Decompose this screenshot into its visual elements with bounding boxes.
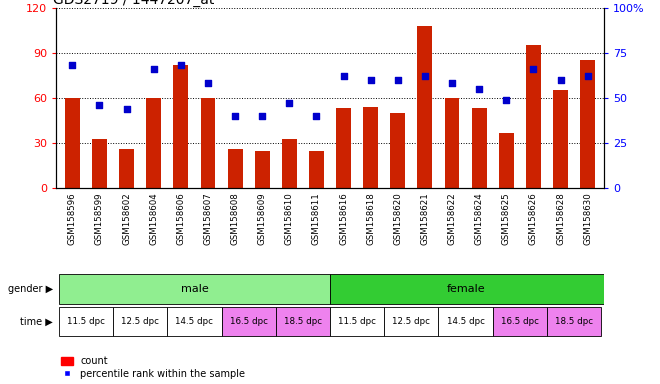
Bar (526, 45, 541, 188)
Bar (276, 307, 330, 336)
Text: GSM158630: GSM158630 (583, 192, 592, 245)
Point (311, 113, 321, 119)
Text: GSM158620: GSM158620 (393, 192, 403, 245)
Bar (113, 307, 167, 336)
Bar (228, 149, 242, 188)
Text: GSM158625: GSM158625 (502, 192, 511, 245)
Point (447, 80, 457, 86)
Text: GSM158628: GSM158628 (556, 192, 565, 245)
Text: GSM158624: GSM158624 (475, 192, 484, 245)
Text: 12.5 dpc: 12.5 dpc (121, 317, 159, 326)
Text: 18.5 dpc: 18.5 dpc (555, 317, 593, 326)
Bar (92, 139, 107, 188)
Text: GSM158599: GSM158599 (95, 192, 104, 245)
Text: GSM158608: GSM158608 (230, 192, 240, 245)
Bar (201, 98, 215, 188)
Point (67, 62, 78, 68)
Bar (59, 307, 113, 336)
Bar (255, 151, 270, 188)
Point (257, 113, 267, 119)
Text: GSM158607: GSM158607 (203, 192, 213, 245)
Point (284, 100, 294, 106)
Bar (472, 108, 486, 188)
Bar (418, 26, 432, 188)
Text: time ▶: time ▶ (20, 316, 53, 327)
Bar (499, 132, 513, 188)
Text: GSM158626: GSM158626 (529, 192, 538, 245)
Bar (390, 113, 405, 188)
Text: GSM158611: GSM158611 (312, 192, 321, 245)
Bar (445, 98, 459, 188)
Bar (363, 107, 378, 188)
Point (203, 80, 213, 86)
Bar (147, 98, 161, 188)
Bar (65, 98, 80, 188)
Bar (174, 65, 188, 188)
Text: GSM158616: GSM158616 (339, 192, 348, 245)
Point (339, 73, 349, 79)
Point (420, 73, 430, 79)
Text: GDS2719 / 1447207_at: GDS2719 / 1447207_at (53, 0, 214, 7)
Bar (282, 139, 297, 188)
Text: male: male (181, 284, 209, 294)
Bar (438, 307, 493, 336)
Text: GSM158604: GSM158604 (149, 192, 158, 245)
Text: GSM158621: GSM158621 (420, 192, 430, 245)
Point (148, 66, 159, 72)
Text: gender ▶: gender ▶ (8, 284, 53, 294)
Point (176, 62, 186, 68)
Text: GSM158618: GSM158618 (366, 192, 375, 245)
Point (393, 77, 403, 83)
Text: GSM158622: GSM158622 (447, 192, 457, 245)
Point (94, 102, 105, 108)
Bar (580, 60, 595, 188)
Text: 11.5 dpc: 11.5 dpc (67, 317, 105, 326)
Point (121, 106, 132, 112)
Bar (59, 274, 330, 304)
Text: 14.5 dpc: 14.5 dpc (176, 317, 213, 326)
Text: GSM158609: GSM158609 (257, 192, 267, 245)
Text: 14.5 dpc: 14.5 dpc (447, 317, 484, 326)
Bar (336, 108, 351, 188)
Point (528, 66, 539, 72)
Bar (330, 274, 604, 304)
Legend: count, percentile rank within the sample: count, percentile rank within the sample (61, 356, 246, 379)
Text: female: female (446, 284, 485, 294)
Point (474, 86, 484, 92)
Text: 18.5 dpc: 18.5 dpc (284, 317, 322, 326)
Text: GSM158606: GSM158606 (176, 192, 185, 245)
Point (501, 97, 512, 103)
Bar (547, 307, 601, 336)
Point (555, 77, 566, 83)
Bar (553, 90, 568, 188)
Text: 12.5 dpc: 12.5 dpc (392, 317, 430, 326)
Bar (119, 149, 134, 188)
Text: GSM158596: GSM158596 (68, 192, 77, 245)
Bar (330, 307, 384, 336)
Text: 16.5 dpc: 16.5 dpc (501, 317, 539, 326)
Bar (309, 151, 324, 188)
Text: GSM158610: GSM158610 (285, 192, 294, 245)
Bar (222, 307, 276, 336)
Bar (493, 307, 547, 336)
Bar (167, 307, 222, 336)
Point (230, 113, 240, 119)
Bar (384, 307, 438, 336)
Text: GSM158602: GSM158602 (122, 192, 131, 245)
Point (366, 77, 376, 83)
Text: 16.5 dpc: 16.5 dpc (230, 317, 268, 326)
Text: 11.5 dpc: 11.5 dpc (338, 317, 376, 326)
Point (582, 73, 593, 79)
